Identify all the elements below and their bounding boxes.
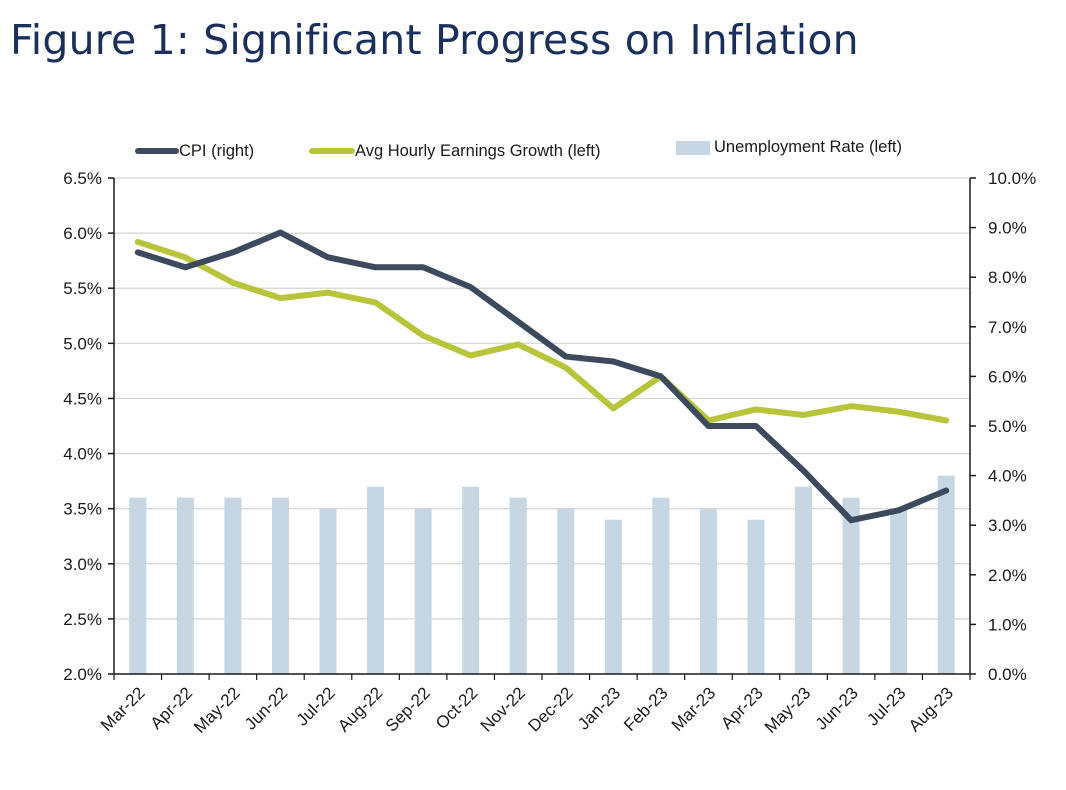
earnings-point [373, 300, 379, 306]
cpi-point [325, 254, 331, 260]
earnings-point [468, 352, 474, 358]
unemployment-bar [224, 497, 242, 674]
earnings-point [515, 341, 521, 347]
x-axis-tick-label: Jul-22 [293, 683, 339, 729]
earnings-line [134, 238, 950, 424]
unemployment-bar [890, 508, 908, 674]
left-axis-tick-label: 5.0% [63, 334, 102, 353]
unemployment-bar [699, 508, 717, 674]
cpi-point [230, 249, 236, 255]
cpi-point [848, 517, 854, 523]
x-axis-tick-label: Nov-22 [477, 683, 529, 735]
cpi-point [610, 359, 616, 365]
cpi-point [753, 423, 759, 429]
left-axis-tick-label: 3.0% [63, 555, 102, 574]
right-axis-tick-label: 8.0% [988, 268, 1027, 287]
cpi-point [896, 507, 902, 513]
left-axis-tick-label: 2.5% [63, 610, 102, 629]
cpi-point [468, 284, 474, 290]
right-axis-tick-label: 6.0% [988, 367, 1027, 386]
legend-unemployment-label: Unemployment Rate (left) [714, 138, 902, 156]
earnings-point [753, 406, 759, 412]
cpi-point [135, 249, 141, 255]
earnings-point [135, 239, 141, 245]
earnings-point [230, 280, 236, 286]
earnings-point [277, 295, 283, 301]
right-axis-tick-label: 5.0% [988, 417, 1027, 436]
unemployment-bar [795, 486, 813, 674]
earnings-point [563, 365, 569, 371]
unemployment-bar [414, 508, 432, 674]
x-axis-tick-label: Sep-22 [382, 683, 434, 735]
cpi-point [515, 319, 521, 325]
earnings-point [896, 409, 902, 415]
right-axis-tick-label: 4.0% [988, 467, 1027, 486]
cpi-point [277, 230, 283, 236]
x-axis-tick-label: Apr-22 [147, 683, 197, 733]
cpi-point [658, 373, 664, 379]
legend-earnings-label: Avg Hourly Earnings Growth (left) [355, 142, 600, 160]
figure-title: Figure 1: Significant Progress on Inflat… [10, 16, 859, 64]
cpi-line [134, 229, 950, 524]
left-axis-tick-label: 4.5% [63, 389, 102, 408]
right-axis-tick-label: 9.0% [988, 219, 1027, 238]
cpi-point [182, 264, 188, 270]
unemployment-bar [129, 497, 147, 674]
right-axis-tick-label: 1.0% [988, 615, 1027, 634]
x-axis-tick-label: May-23 [761, 683, 815, 737]
unemployment-bar [319, 508, 337, 674]
x-axis-tick-label: Jul-23 [863, 683, 909, 729]
x-axis-tick-label: Jan-23 [574, 683, 624, 733]
earnings-point [801, 412, 807, 418]
cpi-point [943, 487, 949, 493]
right-axis-tick-label: 7.0% [988, 318, 1027, 337]
x-axis-tick-label: Apr-23 [717, 683, 767, 733]
x-axis-tick-label: Mar-23 [668, 683, 720, 735]
x-axis-tick-label: Jun-22 [241, 683, 291, 733]
unemployment-bar [509, 497, 527, 674]
unemployment-bar [747, 519, 765, 674]
right-axis-tick-label: 0.0% [988, 665, 1027, 684]
left-axis-tick-label: 2.0% [63, 665, 102, 684]
right-axis-tick-label: 3.0% [988, 516, 1027, 535]
unemployment-bar [462, 486, 480, 674]
unemployment-bar [652, 497, 670, 674]
earnings-point [610, 405, 616, 411]
earnings-point [420, 333, 426, 339]
unemployment-bar [842, 497, 860, 674]
unemployment-bar [271, 497, 289, 674]
left-axis-tick-label: 6.0% [63, 224, 102, 243]
unemployment-bar [937, 475, 955, 674]
x-axis-tick-label: Oct-22 [432, 683, 482, 733]
right-axis-tick-label: 10.0% [988, 169, 1036, 188]
earnings-point [848, 403, 854, 409]
x-axis-tick-label: Feb-23 [620, 683, 672, 735]
x-axis-tick-label: May-22 [190, 683, 244, 737]
earnings-point [943, 417, 949, 423]
x-axis-tick-label: Aug-22 [334, 683, 386, 735]
legend-unemployment-swatch [676, 141, 710, 155]
unemployment-bar [367, 486, 385, 674]
x-axis-tick-label: Aug-23 [905, 683, 957, 735]
x-axis-tick-label: Dec-22 [524, 683, 576, 735]
unemployment-bar [557, 508, 575, 674]
earnings-point [325, 290, 331, 296]
earnings-point [182, 254, 188, 260]
left-axis-tick-label: 3.5% [63, 500, 102, 519]
left-axis-tick-label: 5.5% [63, 279, 102, 298]
legend-cpi-label: CPI (right) [179, 142, 254, 160]
unemployment-bar [176, 497, 194, 674]
x-axis-tick-label: Jun-23 [812, 683, 862, 733]
x-axis-tick-label: Mar-22 [97, 683, 149, 735]
cpi-point [563, 354, 569, 360]
cpi-point [705, 423, 711, 429]
cpi-point [801, 468, 807, 474]
left-axis-tick-label: 4.0% [63, 445, 102, 464]
cpi-point [420, 264, 426, 270]
cpi-point [373, 264, 379, 270]
right-axis-tick-label: 2.0% [988, 566, 1027, 585]
left-axis-tick-label: 6.5% [63, 169, 102, 188]
unemployment-bar [604, 519, 622, 674]
